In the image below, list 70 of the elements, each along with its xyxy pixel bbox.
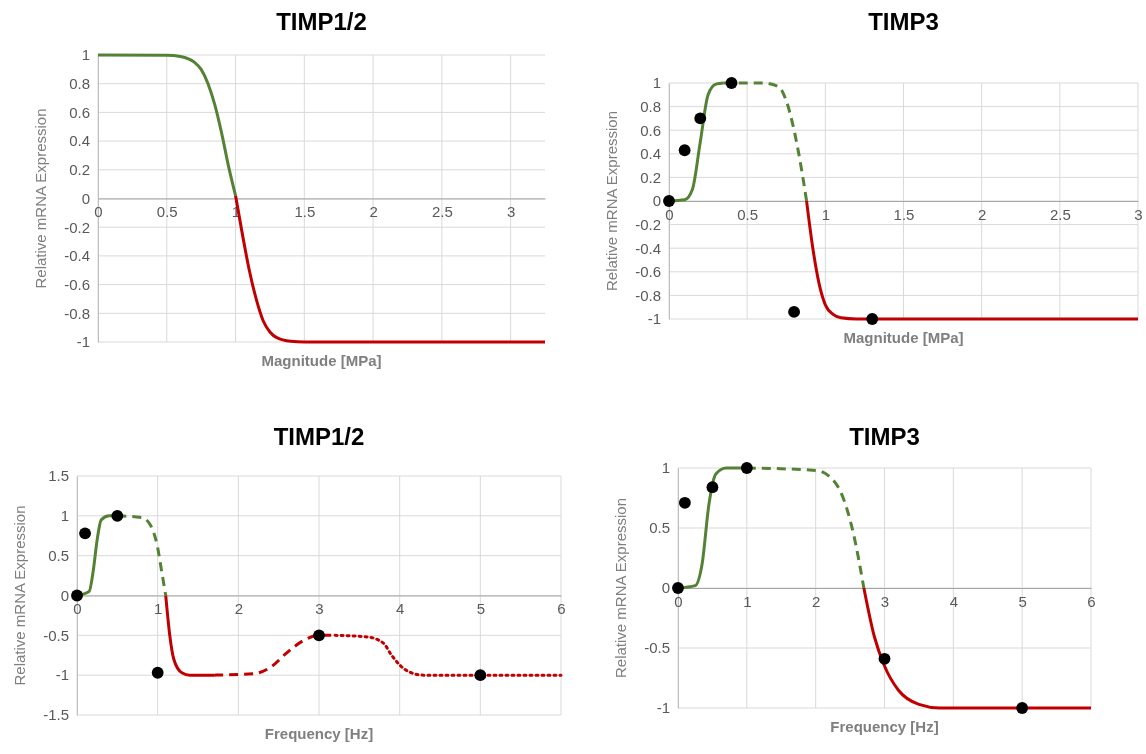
y-tick-label: -0.4 [64,247,90,265]
x-tick-label: 0 [674,592,683,610]
chart-title: TIMP1/2 [273,423,365,450]
y-tick-label: 0.2 [69,161,90,179]
y-tick-label: -0.4 [635,239,661,257]
y-tick-label: -1.5 [43,706,69,724]
y-axis-title: Relative mRNA Expression [32,108,49,289]
y-tick-label: -0.5 [43,626,69,644]
x-tick-label: 1.5 [294,203,316,221]
x-tick-label: 2.5 [1049,205,1071,223]
x-tick-label: 1 [153,600,163,618]
x-axis-title: Frequency [Hz] [830,718,939,735]
x-tick-label: 3 [880,592,890,610]
y-axis-title: Relative mRNA Expression [612,497,629,679]
y-tick-label: 0.2 [640,168,661,186]
y-tick-label: 0 [661,579,670,597]
x-tick-label: 1.5 [893,205,915,223]
chart-title: TIMP3 [868,8,939,35]
y-tick-label: 1 [60,507,69,525]
x-tick-label: 5 [476,600,486,618]
x-tick-label: 3 [1134,205,1143,223]
x-tick-label: 4 [949,592,959,610]
y-tick-label: 0.8 [640,97,661,115]
y-tick-label: 0.6 [69,103,90,121]
y-tick-label: 0.6 [640,121,661,139]
y-tick-label: -0.8 [64,304,90,322]
x-tick-label: 2 [977,205,987,223]
y-axis-title: Relative mRNA Expression [603,110,620,292]
x-tick-label: 3 [315,600,324,618]
y-tick-label: -1 [656,699,670,717]
x-tick-label: 0.5 [737,205,759,223]
x-tick-label: 3 [506,203,516,221]
x-axis-title: Magnitude [MPa] [261,352,382,369]
x-tick-label: 6 [1087,592,1096,610]
y-tick-label: -0.2 [635,215,661,233]
y-tick-label: 1 [81,46,90,64]
x-tick-label: 2.5 [431,203,453,221]
y-tick-label: -0.8 [635,286,661,304]
y-tick-label: -1 [76,333,90,351]
x-axis-title: Magnitude [MPa] [843,329,964,346]
y-tick-label: 0.4 [640,145,661,163]
chart-title: TIMP3 [849,423,920,450]
y-axis-title: Relative mRNA Expression [11,505,28,686]
y-tick-label: -1 [647,310,661,328]
y-tick-label: -0.6 [635,263,661,281]
x-tick-label: 1 [821,205,831,223]
y-tick-label: 1 [661,459,670,477]
x-tick-label: 1 [743,592,752,610]
y-tick-label: -1 [55,666,69,684]
x-tick-label: 2 [369,203,378,221]
y-tick-label: 0.4 [69,132,90,150]
x-tick-label: 2 [234,600,244,618]
x-tick-label: 4 [395,600,405,618]
x-tick-label: 2 [811,592,821,610]
y-tick-label: -0.2 [64,218,90,236]
y-tick-label: 0 [652,192,661,210]
x-tick-label: 5 [1018,592,1027,610]
y-tick-label: 0.5 [649,519,670,537]
chart-title: TIMP1/2 [276,8,367,35]
y-tick-label: 1.5 [48,467,69,485]
x-tick-label: 0.5 [156,203,178,221]
y-tick-label: -0.5 [644,639,670,657]
y-tick-label: 1 [652,74,661,92]
y-tick-label: 0.5 [48,546,69,564]
y-tick-label: -0.6 [64,275,90,293]
x-axis-title: Frequency [Hz] [264,725,374,742]
x-tick-label: 6 [557,600,566,618]
x-tick-label: 0 [94,203,103,221]
y-tick-label: 0.8 [69,75,90,92]
y-tick-label: 0 [81,189,90,207]
